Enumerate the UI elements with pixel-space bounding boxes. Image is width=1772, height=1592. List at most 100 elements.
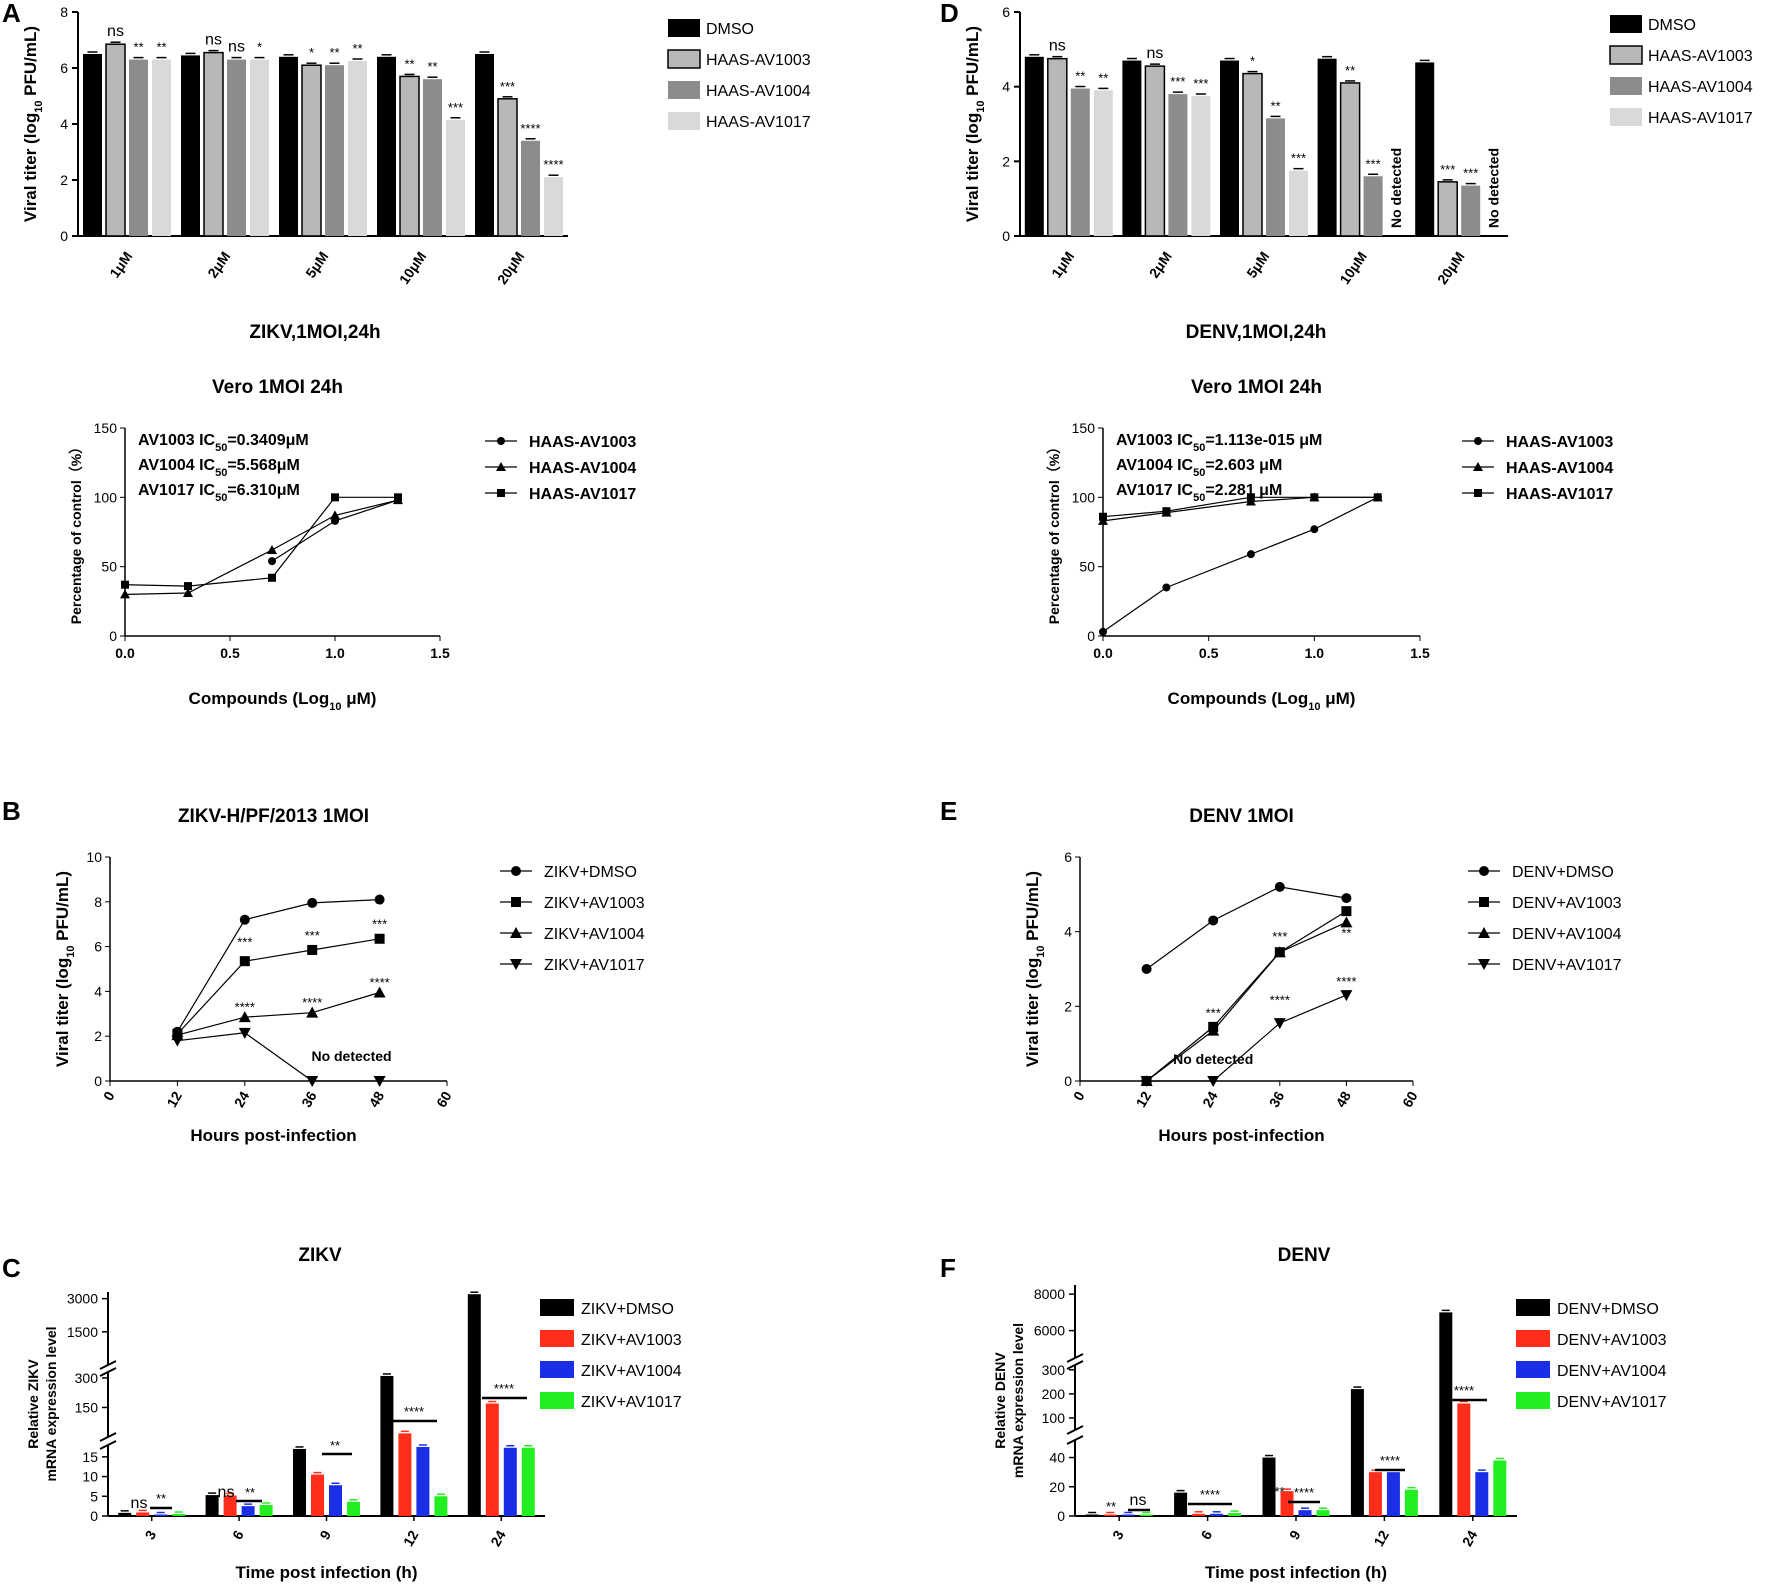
significance-label: *** xyxy=(1170,74,1185,89)
y-axis-label-line1: Relative DENV xyxy=(992,1352,1008,1449)
bar xyxy=(1139,1514,1153,1516)
panel-letter-e: E xyxy=(940,796,957,826)
annotation: ** xyxy=(1341,925,1351,940)
significance-label: ** xyxy=(329,45,339,60)
chart-title: ZIKV,1MOI,24h xyxy=(249,322,380,343)
significance-label: ** xyxy=(1270,98,1280,113)
legend-swatch xyxy=(668,112,700,130)
bar xyxy=(279,56,298,236)
x-tick-label: 24 xyxy=(1459,1527,1481,1549)
legend-swatch xyxy=(1516,1361,1550,1378)
bar xyxy=(1457,1403,1471,1516)
legend-label: ZIKV+DMSO xyxy=(544,864,637,881)
bar xyxy=(467,1294,481,1516)
legend-label: ZIKV+AV1017 xyxy=(581,1394,682,1411)
legend-marker xyxy=(1473,462,1483,471)
x-tick-label: 6 xyxy=(229,1527,247,1542)
significance-label: **** xyxy=(543,157,563,172)
bar xyxy=(1093,90,1113,237)
data-point xyxy=(306,1006,319,1018)
annotation: *** xyxy=(305,928,320,943)
bar xyxy=(503,1447,517,1516)
bar xyxy=(205,1495,219,1516)
y-tick-label: 2 xyxy=(94,1028,102,1044)
data-point xyxy=(1099,627,1107,636)
y-tick-label: 8000 xyxy=(1034,1286,1065,1302)
data-point xyxy=(1208,915,1219,926)
y-tick-label: 10 xyxy=(86,849,102,865)
ic50-label: AV1017 IC50=6.310μM xyxy=(138,482,300,504)
x-tick-label: 0 xyxy=(1070,1088,1088,1103)
bar xyxy=(1168,94,1188,236)
bar xyxy=(152,59,171,236)
x-tick-label: 9 xyxy=(316,1527,334,1542)
significance-label: ** xyxy=(1345,63,1355,78)
ic50-label: AV1017 IC50=2.281 μM xyxy=(1116,482,1282,504)
legend-swatch xyxy=(667,49,701,69)
bar xyxy=(250,59,269,236)
data-point xyxy=(330,510,340,520)
bar xyxy=(1103,1514,1117,1516)
y-axis-label-line2: mRNA expression level xyxy=(43,1326,59,1481)
bar xyxy=(1122,60,1142,237)
y-tick-label: 20 xyxy=(1049,1479,1065,1495)
data-point xyxy=(184,582,192,591)
y-tick-label: 6 xyxy=(1064,849,1072,865)
significance-label: ns xyxy=(228,39,245,56)
significance-label: ** xyxy=(1075,69,1085,84)
x-tick-label: 20μM xyxy=(494,249,528,288)
legend-marker xyxy=(497,489,505,497)
bar xyxy=(301,64,322,237)
x-tick-label: 36 xyxy=(1266,1088,1288,1110)
bar xyxy=(1493,1460,1507,1516)
y-tick-label: 50 xyxy=(101,559,117,575)
bar xyxy=(1350,1389,1364,1516)
panel-a-dose-response: 0 50 100 150 0.0 0.5 1.0 1.5 Vero 1MOI 24h Compou… xyxy=(68,377,636,713)
annotation: No detected xyxy=(311,1048,391,1064)
chart-title: DENV,1MOI,24h xyxy=(1186,322,1327,343)
bar xyxy=(399,75,420,237)
bar xyxy=(446,119,465,236)
no-detected-label: No detected xyxy=(1388,148,1404,228)
legend-label: HAAS-AV1017 xyxy=(1506,486,1613,503)
y-tick-label: 4 xyxy=(1064,924,1072,940)
legend-label: HAAS-AV1004 xyxy=(1506,460,1613,477)
bar xyxy=(227,59,246,236)
y-tick-label: 300 xyxy=(75,1370,99,1386)
bar xyxy=(1437,181,1458,237)
y-axis-label: Viral titer (log10 PFU/mL) xyxy=(53,871,77,1067)
y-tick-label: 4 xyxy=(60,116,68,132)
data-point xyxy=(1141,964,1152,974)
significance-label: *** xyxy=(1291,151,1306,166)
bar xyxy=(1242,72,1263,237)
data-point xyxy=(267,545,277,555)
y-axis-label-line1: Relative ZIKV xyxy=(25,1359,41,1449)
data-point xyxy=(331,493,339,502)
x-tick-label: 12 xyxy=(1133,1088,1155,1110)
x-tick-label: 1μM xyxy=(106,249,135,281)
bar xyxy=(203,51,224,237)
legend-label: ZIKV+DMSO xyxy=(581,1301,674,1318)
x-tick-label: 6 xyxy=(1197,1527,1215,1542)
data-point xyxy=(374,933,385,944)
significance-label: *** xyxy=(1269,1484,1284,1499)
legend-swatch xyxy=(540,1330,574,1347)
bar xyxy=(377,56,396,236)
significance-label: ** xyxy=(1098,70,1108,85)
significance-label: **** xyxy=(1380,1453,1400,1468)
legend-label: DMSO xyxy=(706,21,754,38)
y-tick-label: 100 xyxy=(1072,489,1096,505)
legend-label: DENV+DMSO xyxy=(1512,864,1614,881)
bar xyxy=(380,1375,394,1516)
ic50-label: AV1003 IC50=1.113e-015 μM xyxy=(1116,432,1322,454)
bar xyxy=(423,79,442,236)
annotation: *** xyxy=(1272,929,1287,944)
x-tick-label: 3 xyxy=(1109,1527,1127,1542)
data-point xyxy=(238,1027,251,1039)
legend-swatch xyxy=(540,1361,574,1378)
y-tick-label: 10 xyxy=(82,1469,98,1485)
data-point xyxy=(1246,550,1255,559)
bar xyxy=(1085,1514,1099,1516)
x-tick-label: 1.5 xyxy=(430,645,450,661)
